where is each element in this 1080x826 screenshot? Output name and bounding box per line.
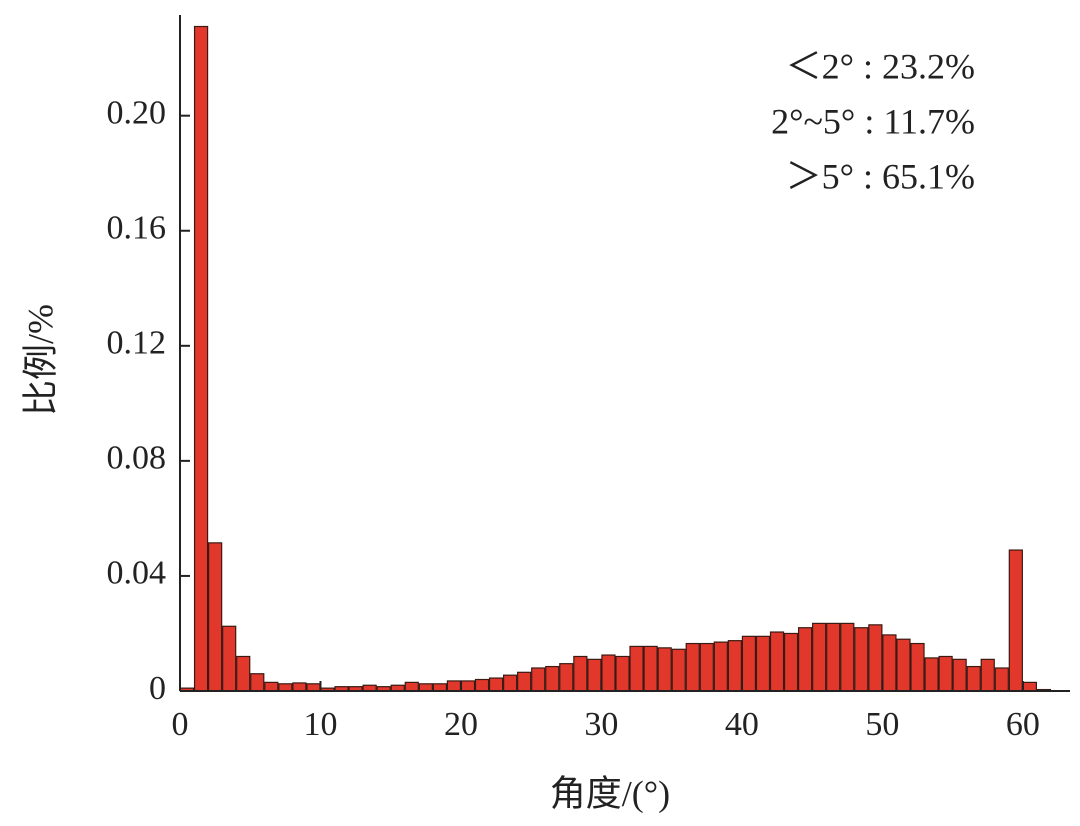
x-tick-label: 10 bbox=[303, 706, 337, 743]
bar bbox=[193, 25, 209, 692]
x-tick-label: 20 bbox=[444, 706, 478, 743]
x-tick-label: 30 bbox=[584, 706, 618, 743]
bar bbox=[207, 542, 223, 692]
bar bbox=[966, 665, 981, 692]
annotation: ＞5° : 65.1% bbox=[786, 156, 975, 196]
bar bbox=[1008, 549, 1023, 692]
bar bbox=[446, 680, 462, 692]
bar bbox=[250, 673, 265, 692]
bar bbox=[418, 683, 433, 692]
annotation: ＜2° : 23.2% bbox=[786, 46, 975, 86]
bar bbox=[587, 658, 602, 692]
y-tick-label: 0.16 bbox=[107, 210, 167, 247]
bar bbox=[840, 622, 855, 692]
bar bbox=[1022, 681, 1038, 692]
bar bbox=[615, 655, 630, 692]
bar bbox=[545, 665, 560, 692]
bar bbox=[474, 678, 490, 692]
y-tick-label: 0.08 bbox=[107, 440, 167, 477]
bar bbox=[994, 667, 1009, 692]
bar bbox=[854, 627, 869, 692]
bar bbox=[292, 682, 307, 692]
bar bbox=[685, 642, 700, 692]
bar bbox=[797, 627, 813, 692]
bar bbox=[488, 677, 504, 692]
bar bbox=[938, 655, 953, 692]
bar bbox=[769, 631, 785, 692]
bar bbox=[699, 642, 714, 692]
bar bbox=[713, 641, 728, 692]
bar bbox=[952, 658, 967, 692]
bar bbox=[896, 638, 911, 692]
bar bbox=[755, 635, 771, 692]
bar bbox=[643, 645, 658, 692]
bar bbox=[601, 654, 616, 692]
bar bbox=[741, 635, 757, 692]
bar bbox=[924, 657, 939, 692]
bar bbox=[222, 625, 237, 692]
bar bbox=[727, 640, 743, 692]
bar bbox=[236, 655, 251, 692]
x-tick-label: 0 bbox=[172, 706, 189, 743]
bar bbox=[517, 671, 532, 692]
y-tick-label: 0.20 bbox=[107, 94, 167, 131]
bar bbox=[531, 667, 546, 692]
bar bbox=[882, 634, 897, 692]
bar bbox=[460, 680, 476, 692]
bar bbox=[432, 683, 448, 692]
x-tick-label: 50 bbox=[865, 706, 899, 743]
bar bbox=[783, 632, 799, 692]
bar bbox=[404, 681, 419, 692]
bar bbox=[812, 622, 827, 692]
bar bbox=[573, 655, 588, 692]
bar bbox=[559, 663, 574, 692]
bar bbox=[657, 647, 672, 692]
bar bbox=[910, 642, 925, 692]
annotation: 2°~5° : 11.7% bbox=[771, 101, 975, 141]
bar bbox=[278, 683, 293, 692]
y-tick-label: 0.04 bbox=[107, 555, 167, 592]
x-axis-title: 角度/(°) bbox=[550, 773, 670, 813]
bar bbox=[826, 622, 841, 692]
bar bbox=[306, 683, 321, 692]
x-tick-label: 40 bbox=[725, 706, 759, 743]
bar bbox=[671, 648, 686, 692]
bar bbox=[264, 681, 279, 692]
y-tick-label: 0 bbox=[149, 670, 166, 707]
bar bbox=[502, 674, 518, 692]
bar bbox=[980, 658, 995, 692]
bar bbox=[868, 624, 883, 692]
y-axis-title: 比例/% bbox=[20, 304, 60, 416]
bar bbox=[629, 645, 644, 692]
y-tick-label: 0.12 bbox=[107, 325, 167, 362]
x-tick-label: 60 bbox=[1006, 706, 1040, 743]
